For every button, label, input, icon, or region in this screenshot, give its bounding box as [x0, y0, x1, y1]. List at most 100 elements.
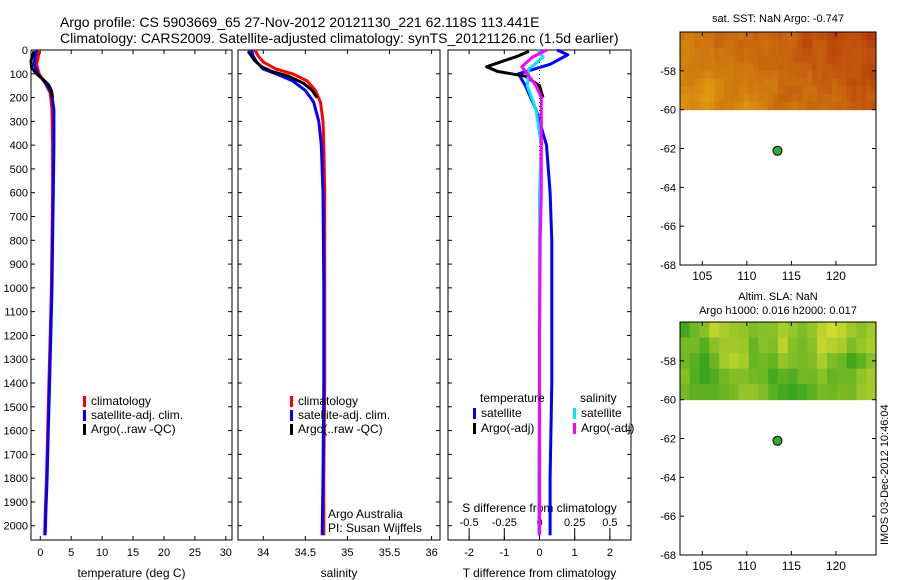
y-tick-label: 800	[10, 235, 28, 247]
y-tick-label: 400	[10, 140, 28, 152]
sst-cell	[851, 70, 857, 80]
sla-cell	[758, 329, 764, 339]
legend-swatch	[290, 410, 293, 421]
sst-cell	[792, 94, 799, 103]
sla-map-title: Altim. SLA: NaN	[738, 291, 818, 303]
sla-cell	[827, 384, 833, 393]
sla-cell	[866, 360, 872, 370]
sst-cell	[743, 78, 750, 87]
sst-map-title: sat. SST: NaN Argo: -0.747	[712, 13, 844, 25]
sla-cell	[797, 368, 803, 377]
sst-cell	[709, 86, 715, 95]
sst-cell	[856, 47, 862, 56]
sst-cell	[743, 32, 750, 41]
sst-cell	[782, 70, 789, 80]
sla-cell	[846, 353, 852, 362]
sst-cell	[812, 86, 818, 95]
sla-cell	[709, 391, 715, 401]
sla-cell	[680, 322, 686, 331]
sst-cell	[797, 101, 803, 111]
sst-cell	[822, 101, 828, 111]
sst-cell	[831, 47, 838, 56]
sst-cell	[733, 39, 740, 49]
sla-cell	[680, 337, 686, 346]
sla-cell	[797, 329, 803, 339]
sst-cell	[699, 101, 705, 111]
sst-cell	[763, 70, 769, 80]
sla-map-panel: -58 -60 -62 -64 -66 -68 105 110 115 120 Altim. SLA…	[660, 291, 877, 573]
sst-cell	[684, 47, 691, 56]
sst-cell	[758, 39, 764, 49]
sst-cell	[797, 94, 803, 103]
sla-cell	[782, 353, 789, 362]
y-tick-label: 700	[10, 212, 28, 224]
sst-cell	[680, 86, 686, 95]
sla-cell	[856, 345, 862, 354]
sst-cell	[714, 39, 720, 49]
sla-cell	[807, 329, 813, 339]
sla-cell	[797, 391, 803, 401]
sla-cell	[743, 337, 750, 346]
sla-cell	[773, 384, 779, 393]
sla-cell	[753, 360, 759, 370]
sst-cell	[841, 63, 848, 72]
sla-cell	[699, 353, 705, 362]
sla-cell	[773, 329, 779, 339]
x-tick-label: 15	[127, 547, 139, 559]
sst-cell	[748, 78, 754, 87]
sst-cell	[787, 32, 794, 41]
sst-cell	[846, 86, 852, 95]
sla-cell	[689, 337, 696, 346]
sla-cell	[787, 384, 794, 393]
sla-cell	[807, 368, 813, 377]
sst-cell	[753, 101, 759, 111]
sla-cell	[733, 345, 740, 354]
sst-cell	[689, 39, 696, 49]
sst-cell	[743, 63, 750, 72]
sla-cell	[729, 337, 735, 346]
x-tick-label: 0	[536, 547, 542, 559]
sla-cell	[684, 391, 691, 401]
legend-swatch	[83, 424, 86, 435]
sla-cell	[817, 368, 823, 377]
sst-cell	[773, 86, 779, 95]
x-tick-label: 30	[220, 547, 232, 559]
sla-cell	[827, 329, 833, 339]
sst-cell	[704, 39, 710, 49]
sst-cell	[812, 63, 818, 72]
sst-cell	[724, 94, 730, 103]
sla-cell	[748, 376, 754, 385]
sst-cell	[778, 63, 784, 72]
sst-cell	[787, 39, 794, 49]
sst-cell	[733, 78, 740, 87]
x-tick-label: 35.5	[379, 547, 400, 559]
sla-cell	[724, 345, 730, 354]
sla-cell	[743, 345, 750, 354]
sst-cell	[871, 78, 877, 87]
sla-cell	[871, 384, 877, 393]
sst-cell	[778, 55, 784, 64]
sla-cell	[768, 360, 774, 370]
sla-cell	[822, 391, 828, 401]
sst-cell	[724, 63, 730, 72]
sla-cell	[729, 384, 735, 393]
sst-cell	[714, 94, 720, 103]
sla-cell	[807, 360, 813, 370]
sla-cell	[841, 360, 848, 370]
sla-cell	[831, 376, 838, 385]
sst-cell	[773, 47, 779, 56]
sla-cell	[846, 337, 852, 346]
sla-cell	[827, 368, 833, 377]
sla-cell	[827, 345, 833, 354]
y-tick-label: -68	[660, 550, 676, 562]
sla-cell	[787, 337, 794, 346]
sla-cell	[851, 322, 857, 331]
sla-cell	[851, 391, 857, 401]
sla-cell	[782, 391, 789, 401]
sla-cell	[763, 353, 769, 362]
sla-cell	[846, 368, 852, 377]
sla-cell	[719, 360, 725, 370]
sst-cell	[861, 39, 867, 49]
sst-cell	[782, 55, 789, 64]
